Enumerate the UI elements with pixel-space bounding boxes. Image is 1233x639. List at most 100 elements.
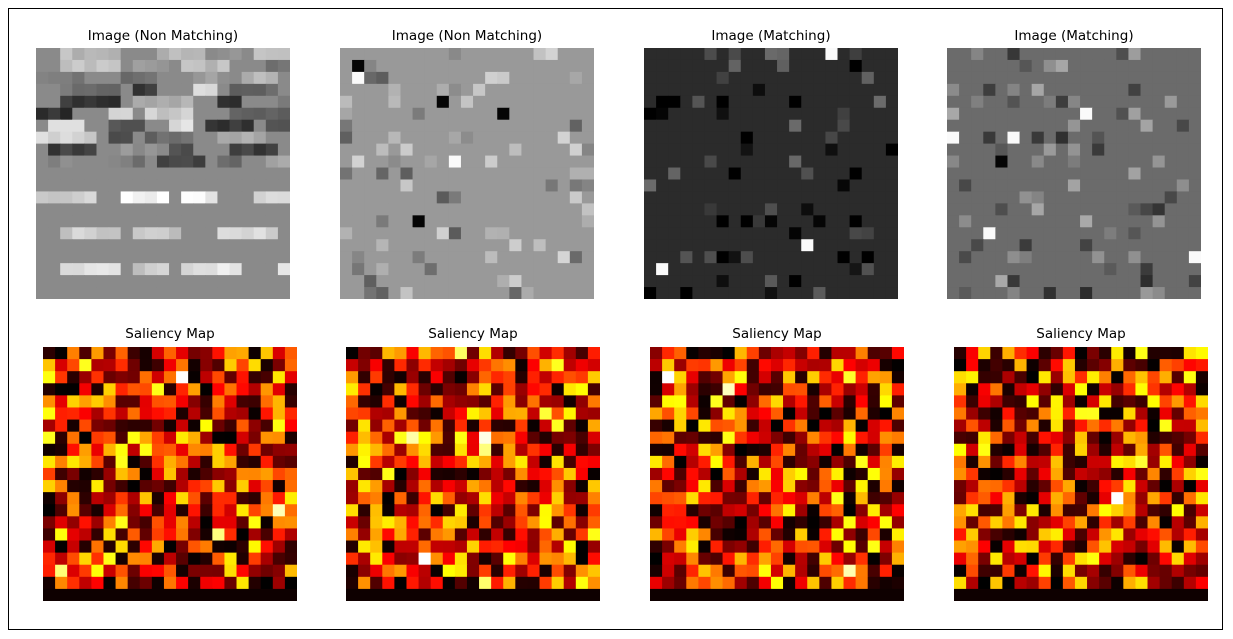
heatmap-cell (563, 480, 577, 493)
heatmap-cell (193, 143, 206, 157)
heatmap-cell (515, 395, 529, 409)
heatmap-cell (668, 263, 681, 276)
heatmap-cell (236, 516, 250, 530)
heatmap-cell (442, 431, 456, 445)
heatmap-cell (801, 215, 814, 228)
heatmap-cell (144, 179, 158, 193)
heatmap-cell (205, 71, 219, 85)
heatmap-cell (1043, 83, 1057, 97)
heatmap-cell (704, 71, 718, 85)
heatmap-cell (722, 383, 736, 396)
heatmap-cell (680, 83, 693, 97)
heatmap-cell (1080, 215, 1093, 228)
heatmap-cell (587, 576, 600, 590)
heatmap-cell (340, 239, 353, 252)
heatmap-cell (169, 143, 182, 157)
heatmap-cell (424, 239, 438, 252)
heatmap-cell (758, 407, 772, 421)
heatmap-cell (364, 107, 377, 121)
heatmap-cell (1164, 95, 1178, 109)
heatmap-cell (563, 371, 577, 384)
heatmap-cell (236, 419, 250, 433)
heatmap-cell (777, 263, 790, 276)
heatmap-cell (394, 504, 408, 517)
heatmap-cell (1128, 119, 1142, 133)
heatmap-cell (686, 516, 699, 530)
heatmap-cell (1031, 215, 1045, 228)
heatmap-cell (108, 167, 122, 181)
heatmap-cell (1099, 359, 1112, 372)
heatmap-cell (260, 588, 274, 601)
heatmap-cell (837, 203, 851, 216)
heatmap-cell (253, 287, 267, 299)
heatmap-cell (1092, 71, 1105, 85)
heatmap-cell (1043, 167, 1057, 181)
heatmap-cell (127, 359, 141, 372)
heatmap-cell (424, 287, 438, 299)
heatmap-cell (692, 203, 706, 216)
heatmap-cell (229, 167, 243, 181)
heatmap-cell (120, 215, 134, 228)
heatmap-cell (424, 107, 438, 121)
heatmap-cell (873, 251, 887, 264)
heatmap-cell (72, 143, 85, 157)
heatmap-cell (272, 480, 286, 493)
heatmap-cell (1038, 504, 1052, 517)
heatmap-cell (947, 119, 960, 133)
heatmap-cell (879, 371, 893, 384)
heatmap-cell (127, 540, 141, 554)
heatmap-cell (978, 588, 991, 601)
heatmap-cell (825, 251, 839, 264)
heatmap-cell (879, 552, 893, 566)
heatmap-cell (1031, 48, 1045, 61)
heatmap-cell (346, 359, 359, 372)
heatmap-cell (954, 395, 967, 409)
heatmap-cell (1014, 371, 1028, 384)
heatmap-cell (557, 71, 571, 85)
heatmap-cell (995, 215, 1009, 228)
heatmap-cell (120, 71, 134, 85)
heatmap-cell (91, 419, 105, 433)
heatmap-cell (1140, 239, 1154, 252)
heatmap-cell (346, 516, 359, 530)
heatmap-cell (770, 504, 784, 517)
heatmap-cell (358, 576, 371, 590)
heatmap-cell (236, 407, 250, 421)
heatmap-cell (43, 347, 56, 360)
heatmap-cell (704, 215, 718, 228)
heatmap-cell (36, 263, 49, 276)
heatmap-cell (479, 516, 492, 530)
heatmap-cell (1019, 227, 1033, 240)
heatmap-cell (509, 191, 523, 204)
heatmap-cell (205, 59, 219, 73)
heatmap-cell (358, 564, 371, 578)
heatmap-cell (364, 143, 377, 157)
heatmap-cell (200, 359, 213, 372)
heatmap-cell (674, 588, 687, 601)
heatmap-cell (569, 48, 583, 61)
heatmap-cell (248, 467, 262, 481)
heatmap-cell (156, 287, 170, 299)
heatmap-cell (752, 131, 766, 145)
heatmap-cell (686, 443, 699, 457)
heatmap-cell (740, 215, 754, 228)
heatmap-cell (801, 263, 814, 276)
heatmap-cell (801, 59, 814, 73)
heatmap-cell (212, 359, 226, 372)
heatmap-cell (807, 347, 820, 360)
heatmap-cell (364, 95, 377, 109)
heatmap-cell (424, 263, 438, 276)
heatmap-cell (813, 119, 827, 133)
heatmap-cell (740, 191, 754, 204)
heatmap-cell (376, 119, 389, 133)
heatmap-cell (990, 347, 1003, 360)
heatmap-cell (1014, 552, 1028, 566)
heatmap-cell (127, 467, 141, 481)
heatmap-cell (789, 155, 802, 169)
heatmap-cell (662, 528, 675, 542)
heatmap-cell (807, 576, 820, 590)
heatmap-cell (382, 431, 395, 445)
heatmap-cell (1050, 528, 1064, 542)
heatmap-cell (96, 95, 110, 109)
heatmap-cell (995, 227, 1009, 240)
